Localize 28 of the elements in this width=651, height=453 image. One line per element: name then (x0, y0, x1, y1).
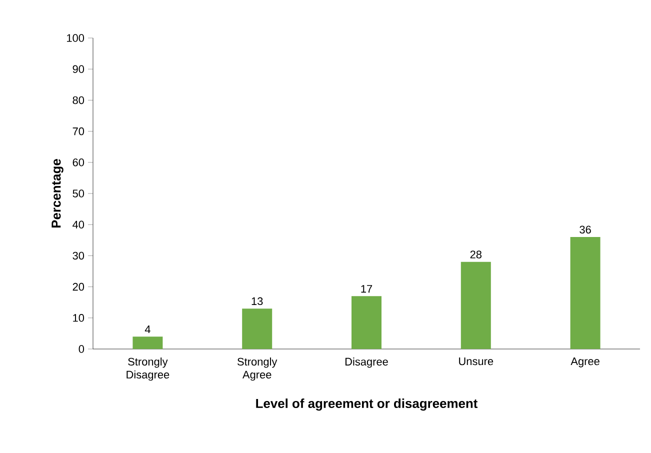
data-label: 36 (580, 226, 591, 234)
y-tick-label: 60 (72, 158, 84, 166)
bar (460, 262, 491, 349)
y-tick-label: 100 (67, 34, 84, 42)
y-tick-label: 70 (72, 127, 84, 136)
data-label: 17 (361, 285, 372, 293)
x-tick-label: Strongly Disagree (126, 358, 170, 381)
y-tick-label: 80 (72, 96, 84, 104)
y-tick-label: 30 (72, 252, 84, 260)
data-label: 4 (144, 326, 150, 334)
y-tick-label: 10 (73, 314, 84, 322)
y-tick-label: 90 (72, 65, 84, 73)
data-label: 28 (470, 250, 482, 258)
bar (352, 296, 382, 349)
bar (570, 237, 600, 349)
y-tick-label: 50 (72, 190, 84, 198)
x-tick-label: Agree (570, 358, 600, 368)
bar (242, 308, 272, 349)
y-tick-label: 20 (72, 282, 84, 291)
y-tick-label: 0 (78, 345, 84, 353)
data-label: 13 (252, 297, 263, 306)
bar (132, 336, 163, 349)
x-tick-label: Strongly Agree (238, 358, 278, 381)
x-tick-label: Unsure (459, 358, 494, 366)
y-axis-title: Percentage (52, 159, 64, 228)
x-tick-label: Disagree (345, 358, 388, 368)
y-tick-label: 40 (72, 220, 84, 228)
x-axis-title: Level of agreement or disagreement (256, 398, 478, 411)
